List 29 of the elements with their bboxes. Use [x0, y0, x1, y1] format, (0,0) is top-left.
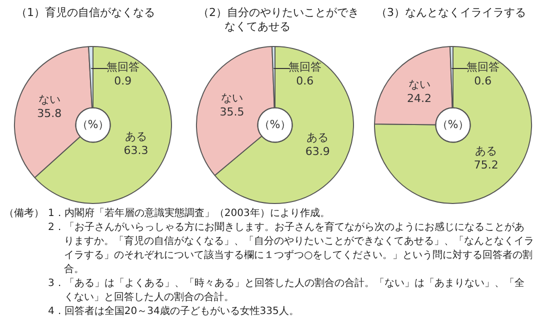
slice-label: ある	[475, 144, 498, 158]
slice-label: ない	[408, 78, 430, 91]
data-label: 75.2	[474, 158, 498, 172]
slice-label: 無回答	[106, 60, 140, 74]
slice-label: ない	[220, 92, 243, 105]
text: 1．内閣府「若年層の意識実態調査」（2003年）により作成。	[48, 207, 331, 221]
chart-title: （1）育児の自信がなくなる	[16, 6, 155, 19]
slice-label: 無回答	[288, 60, 322, 74]
slice-label: ある	[125, 130, 148, 143]
data-label: 63.3	[124, 144, 148, 157]
chart-title: （3）なんとなくイライラする	[376, 6, 527, 20]
slice-label: 無回答	[466, 60, 500, 74]
data-label: 24.2	[407, 92, 432, 105]
data-label: 0.9	[114, 74, 132, 88]
data-label: 35.8	[37, 106, 62, 120]
text: （%）	[258, 118, 292, 131]
text: 2．「お子さんがいらっしゃる方にお聞きします。お子さんを育てながら次のようにお感じになることがありますか。「育児の自信がなくなる」、「自分のやりたいことができなくてあせる」、「なんとなくイライラする」のそれぞれについて該当する欄に１つずつ○をしてください。」という問に対する回答者の割合。	[48, 221, 534, 277]
text: （備考）	[4, 207, 44, 221]
text: 4．回答者は全国20～34歳の子どもがいる女性335人。	[48, 305, 300, 319]
slice-label: ある	[306, 130, 329, 144]
data-label: 0.6	[296, 74, 314, 88]
text: （%）	[436, 118, 470, 131]
text: 3．「ある」は「よくある」、「時々ある」と回答した人の割合の合計。「ない」は「あまりない」、「全くない」と回答した人の割合の合計。	[48, 277, 526, 305]
chart-title: （2）自分のやりたいことができなくてあせる	[198, 6, 360, 34]
text: （%）	[76, 118, 110, 131]
data-label: 35.5	[220, 106, 244, 119]
data-label: 63.9	[305, 144, 330, 158]
data-label: 0.6	[474, 74, 492, 88]
slice-label: ない	[38, 92, 60, 106]
